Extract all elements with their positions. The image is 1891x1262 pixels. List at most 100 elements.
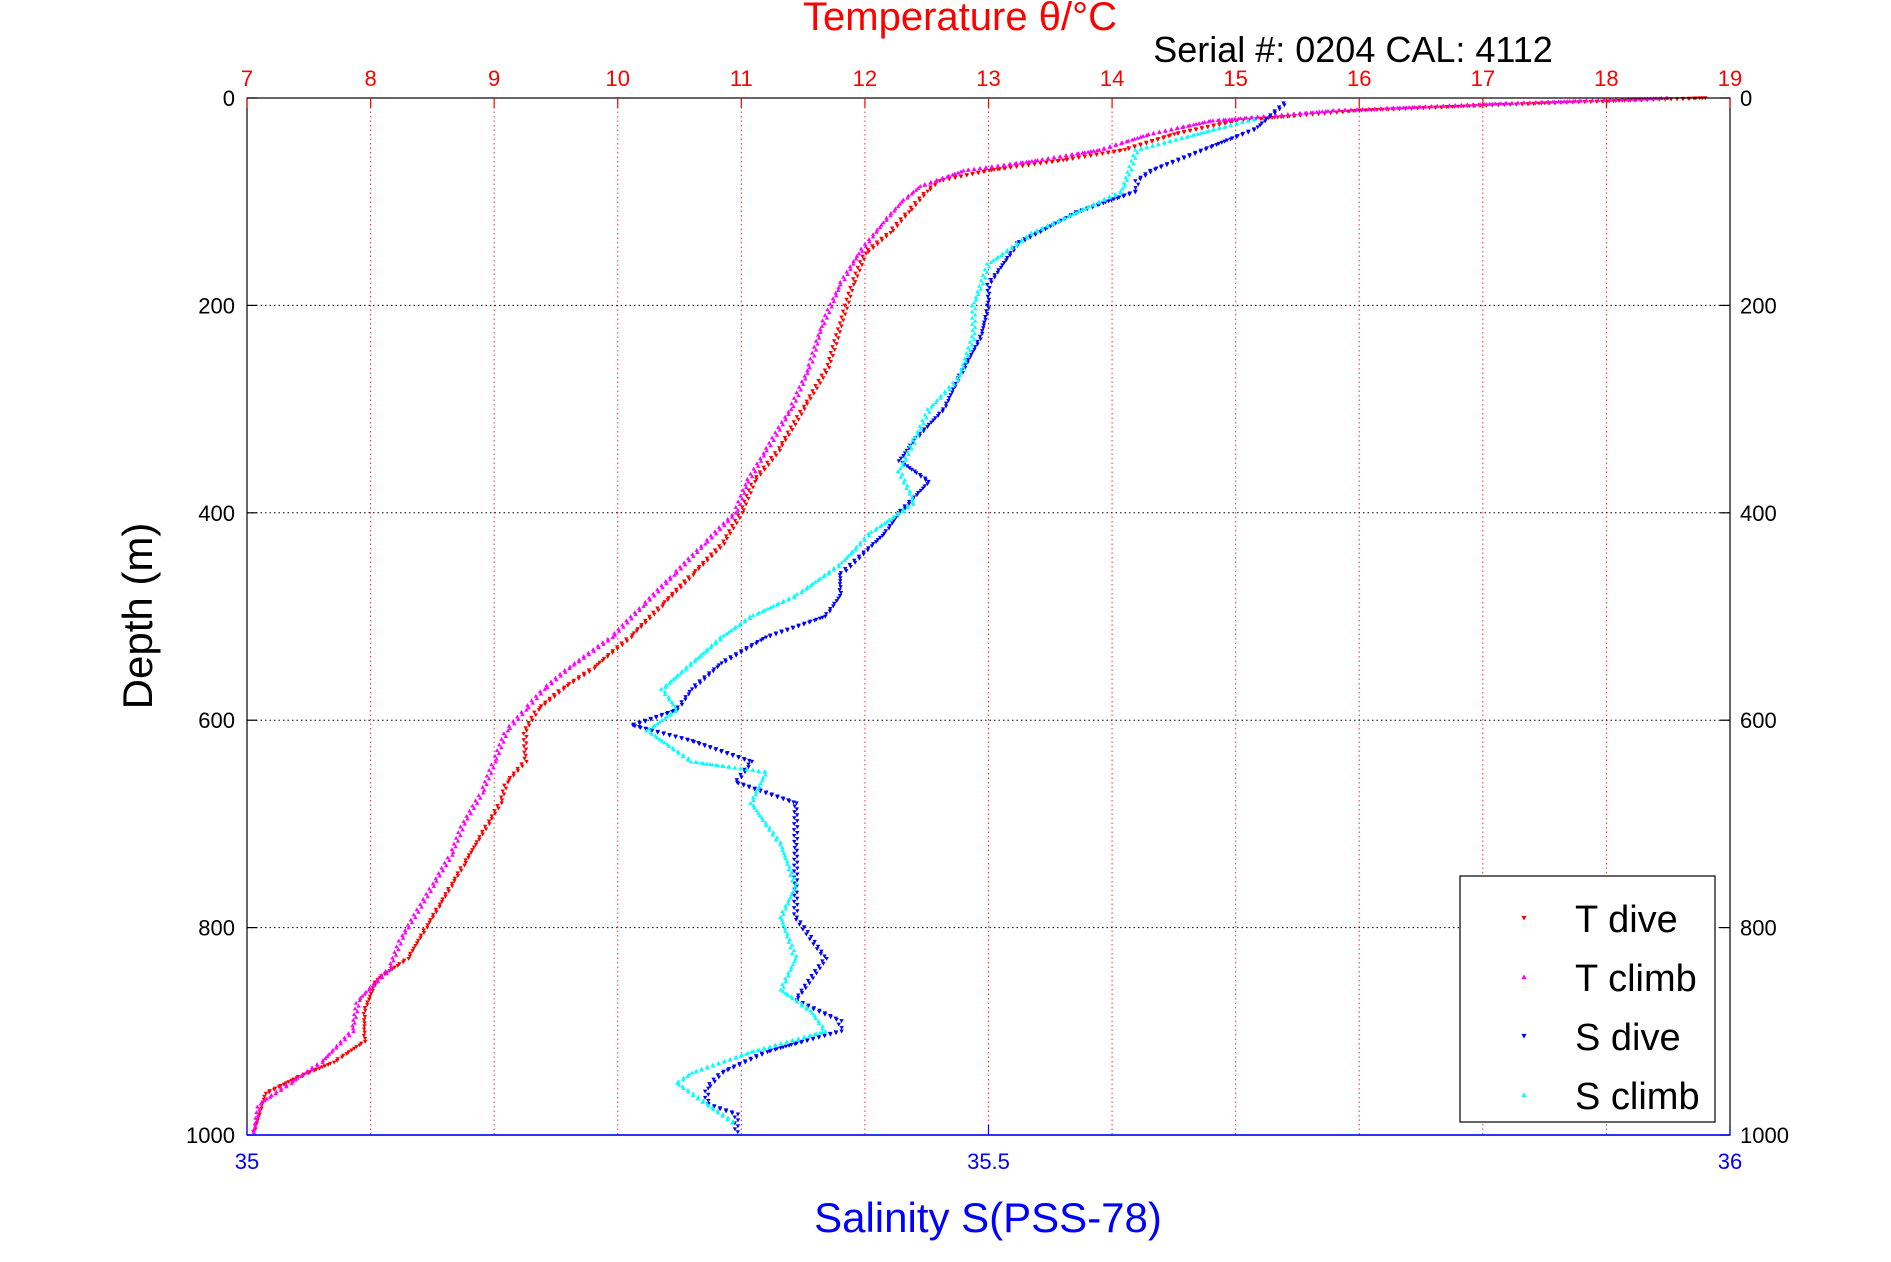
data-point <box>678 585 684 590</box>
data-point <box>737 516 743 521</box>
data-point <box>989 280 994 285</box>
data-point <box>715 763 721 768</box>
data-point <box>1416 104 1421 109</box>
data-point <box>353 1000 359 1005</box>
data-point <box>1076 209 1081 214</box>
data-point <box>903 214 908 219</box>
data-point <box>794 842 799 847</box>
data-point <box>807 620 812 625</box>
data-point <box>856 251 862 256</box>
data-point <box>523 747 529 752</box>
data-point <box>801 404 807 409</box>
data-point <box>821 574 826 579</box>
data-point <box>729 524 735 528</box>
data-point <box>524 759 529 764</box>
data-point <box>827 310 832 315</box>
data-point <box>984 309 989 314</box>
data-point <box>636 606 642 610</box>
data-point <box>1133 186 1138 191</box>
data-point <box>743 502 749 507</box>
data-point <box>355 1009 360 1014</box>
data-point <box>775 795 780 800</box>
data-point <box>892 208 897 213</box>
data-point <box>437 902 443 907</box>
data-point <box>501 739 506 744</box>
data-point <box>789 942 795 947</box>
data-point <box>804 932 809 937</box>
data-point <box>783 906 788 911</box>
data-point <box>706 1092 711 1097</box>
data-point <box>743 1051 749 1056</box>
data-point <box>820 1023 825 1028</box>
data-point <box>846 300 852 305</box>
data-point <box>334 1045 339 1050</box>
data-point <box>763 635 769 640</box>
data-point <box>503 734 509 738</box>
data-point <box>816 335 822 340</box>
data-point <box>816 964 821 969</box>
data-point <box>765 606 771 611</box>
data-point <box>1366 106 1372 111</box>
data-point <box>322 1064 328 1069</box>
data-point <box>1625 97 1630 102</box>
data-point <box>1133 190 1138 195</box>
y-axis-label: Depth (m) <box>114 523 161 710</box>
data-point <box>492 811 498 816</box>
data-point <box>852 280 858 285</box>
data-point <box>857 260 863 265</box>
data-point <box>724 752 730 756</box>
data-point <box>691 573 696 578</box>
data-point <box>850 288 855 293</box>
data-point <box>913 187 919 192</box>
data-point <box>808 1008 813 1013</box>
data-point <box>848 564 853 569</box>
data-point <box>948 393 953 398</box>
data-point <box>906 452 912 457</box>
data-point <box>702 675 707 680</box>
data-point <box>672 572 677 577</box>
data-point <box>806 362 811 367</box>
data-point <box>794 813 800 818</box>
data-point <box>914 493 920 498</box>
data-point <box>977 334 983 339</box>
data-point <box>1602 97 1607 102</box>
data-point <box>1596 98 1601 103</box>
data-point <box>921 194 926 199</box>
data-point <box>779 917 785 922</box>
data-point <box>695 550 700 554</box>
data-point <box>774 602 779 607</box>
depth-tick-label-left: 800 <box>198 916 235 941</box>
data-point <box>822 312 828 317</box>
data-point <box>344 1052 350 1056</box>
data-point <box>1166 134 1172 139</box>
depth-tick-label-right: 0 <box>1740 86 1752 111</box>
data-point <box>922 182 928 187</box>
data-point <box>482 824 488 829</box>
data-point <box>1216 126 1221 131</box>
data-point <box>835 327 841 332</box>
data-point <box>1320 109 1325 114</box>
data-point <box>721 539 726 544</box>
data-point <box>700 1099 705 1104</box>
data-point <box>685 1074 690 1078</box>
data-point <box>715 665 720 670</box>
data-point <box>912 201 918 206</box>
data-point <box>791 899 797 904</box>
data-point <box>902 212 908 217</box>
data-point <box>673 587 679 592</box>
data-point <box>799 1003 805 1008</box>
data-point <box>688 660 693 665</box>
data-point <box>992 273 997 278</box>
data-point <box>732 626 737 631</box>
data-point <box>875 538 881 542</box>
data-point <box>888 231 893 236</box>
data-point <box>400 935 406 940</box>
data-point <box>1131 153 1136 158</box>
data-point <box>742 617 748 622</box>
data-point <box>486 776 492 781</box>
data-point <box>792 810 797 815</box>
data-point <box>718 527 723 532</box>
data-point <box>736 755 741 760</box>
data-point <box>800 382 806 386</box>
data-point <box>1348 107 1354 112</box>
